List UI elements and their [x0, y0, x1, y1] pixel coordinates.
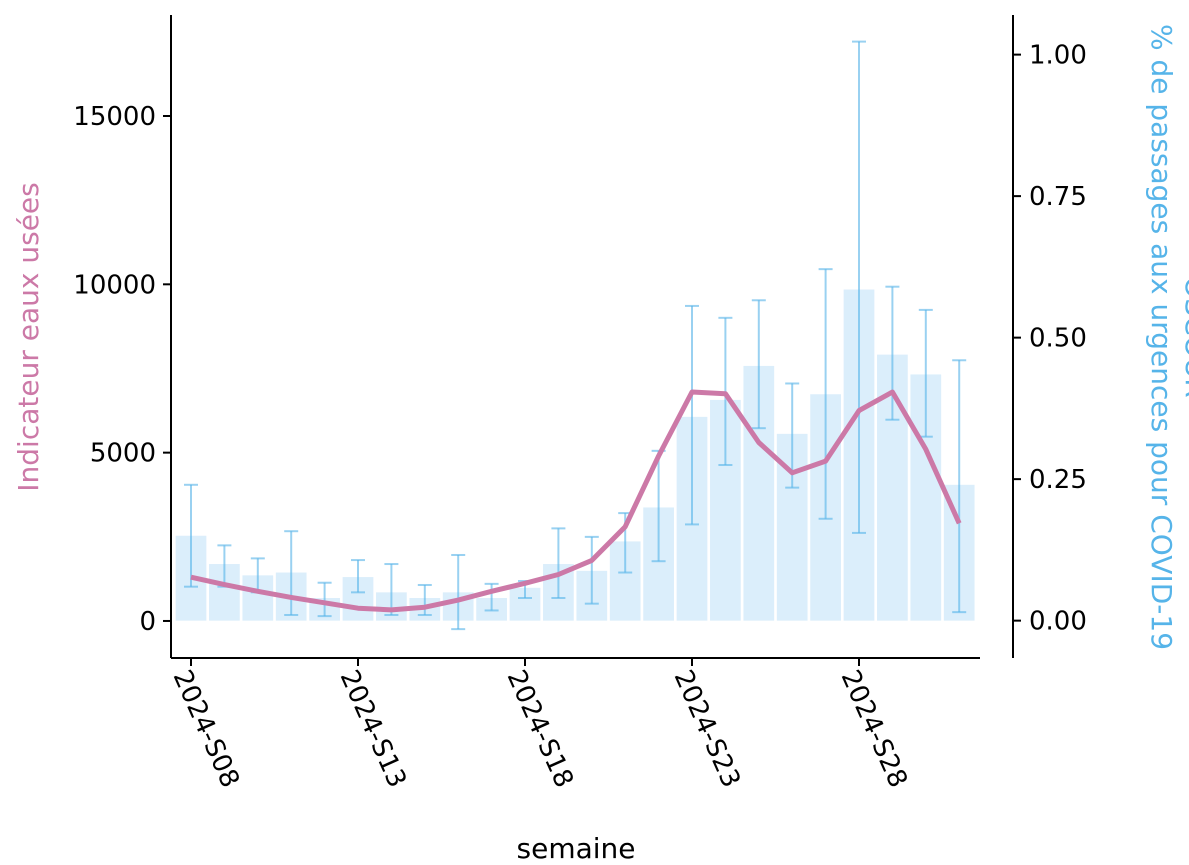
right-y-tick-label: 1.00: [1029, 41, 1087, 71]
x-axis-title: semaine: [517, 832, 636, 865]
right-y-tick-label: 0.25: [1029, 465, 1087, 495]
bar-series-oscour: [176, 290, 975, 621]
x-tick-label: 2024-S23: [668, 666, 746, 793]
right-y-tick-label: 0.50: [1029, 324, 1087, 354]
x-tick-label: 2024-S28: [835, 666, 913, 793]
left-y-tick-label: 5000: [90, 439, 156, 469]
right-y-tick-label: 0.75: [1029, 182, 1087, 212]
right-y-axis-title-line: OSCOUR: [1179, 276, 1189, 397]
left-y-ticks: 0 5000 10000 15000: [73, 102, 171, 637]
left-y-axis-title: Indicateur eaux usées: [12, 182, 45, 491]
right-y-axis-title-line: % de passages aux urgences pour COVID-19: [1145, 24, 1178, 650]
left-y-tick-label: 15000: [73, 102, 156, 132]
x-tick-label: 2024-S18: [501, 666, 579, 793]
x-tick-label: 2024-S13: [334, 666, 412, 793]
left-y-tick-label: 0: [139, 607, 156, 637]
right-y-tick-label: 0.00: [1029, 607, 1087, 637]
right-y-ticks: 0.00 0.25 0.50 0.75 1.00: [1013, 41, 1087, 637]
left-y-tick-label: 10000: [73, 270, 156, 300]
right-y-axis-title: OSCOUR% de passages aux urgences pour CO…: [1145, 24, 1189, 650]
x-tick-label: 2024-S08: [167, 666, 245, 793]
x-ticks: 2024-S08 2024-S13 2024-S18 2024-S23 2024-S28: [167, 658, 913, 792]
